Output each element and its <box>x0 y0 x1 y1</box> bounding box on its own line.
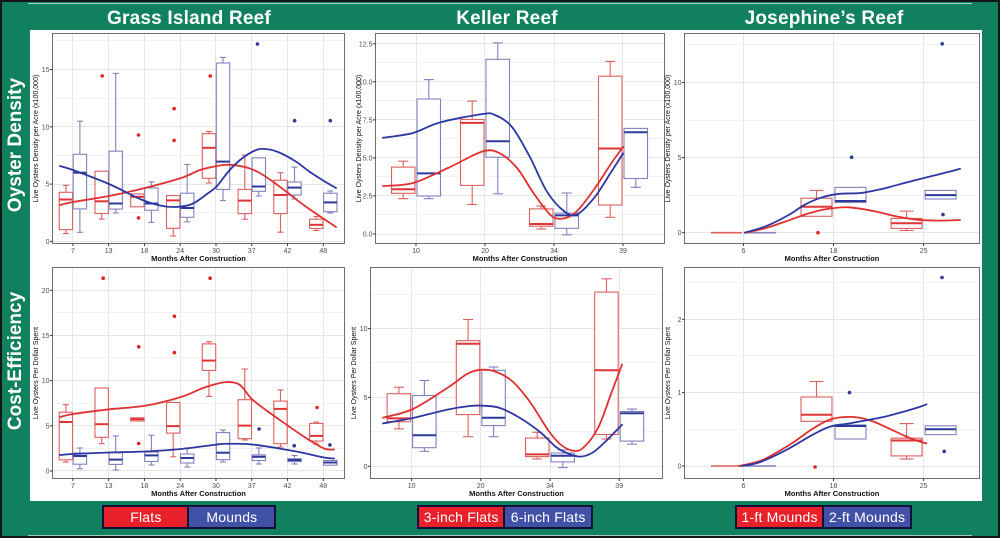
svg-text:18: 18 <box>830 483 838 490</box>
svg-text:15: 15 <box>42 333 50 340</box>
svg-text:25: 25 <box>920 483 928 490</box>
svg-text:0: 0 <box>46 469 50 476</box>
svg-text:Months After Construction: Months After Construction <box>785 489 880 498</box>
svg-text:6: 6 <box>741 248 745 255</box>
svg-text:Live Oysters Density per Acre: Live Oysters Density per Acre (x100,000) <box>33 75 40 203</box>
svg-text:5: 5 <box>678 155 682 162</box>
svg-text:Months After Construction: Months After Construction <box>473 254 568 263</box>
svg-text:20: 20 <box>477 483 485 490</box>
svg-text:6: 6 <box>741 483 745 490</box>
svg-text:34: 34 <box>550 248 558 255</box>
svg-text:34: 34 <box>546 483 554 490</box>
svg-text:39: 39 <box>619 248 627 255</box>
svg-text:Live Oysters Per Dollar Spent: Live Oysters Per Dollar Spent <box>33 327 40 419</box>
svg-text:10: 10 <box>412 248 420 255</box>
svg-text:Live Oysters Density per Acre: Live Oysters Density per Acre (x100,000) <box>665 75 672 203</box>
svg-text:10.0: 10.0 <box>359 79 373 86</box>
svg-text:7: 7 <box>71 248 75 255</box>
svg-text:24: 24 <box>176 483 184 490</box>
svg-text:37: 37 <box>248 248 256 255</box>
svg-text:48: 48 <box>319 483 327 490</box>
svg-text:42: 42 <box>284 248 292 255</box>
svg-text:18: 18 <box>141 483 149 490</box>
svg-text:18: 18 <box>141 248 149 255</box>
svg-text:10: 10 <box>360 326 368 333</box>
svg-text:2: 2 <box>678 317 682 324</box>
svg-text:30: 30 <box>212 248 220 255</box>
svg-text:Live Oysters Per Dollar Spent: Live Oysters Per Dollar Spent <box>351 327 358 419</box>
svg-text:5: 5 <box>46 182 50 189</box>
svg-text:7.5: 7.5 <box>363 117 373 124</box>
svg-text:24: 24 <box>176 248 184 255</box>
svg-text:Months After Construction: Months After Construction <box>151 254 246 263</box>
svg-text:13: 13 <box>105 483 113 490</box>
svg-text:25: 25 <box>920 248 928 255</box>
svg-text:13: 13 <box>105 248 113 255</box>
svg-text:20: 20 <box>481 248 489 255</box>
svg-text:Months After Construction: Months After Construction <box>469 489 564 498</box>
svg-text:42: 42 <box>284 483 292 490</box>
svg-text:10: 10 <box>408 483 416 490</box>
svg-text:15: 15 <box>42 67 50 74</box>
svg-text:Live Oysters Per Dollar Spent: Live Oysters Per Dollar Spent <box>665 327 672 419</box>
svg-text:0: 0 <box>46 239 50 246</box>
svg-text:20: 20 <box>42 288 50 295</box>
svg-text:39: 39 <box>615 483 623 490</box>
svg-text:30: 30 <box>212 483 220 490</box>
svg-text:1: 1 <box>678 390 682 397</box>
svg-text:18: 18 <box>830 248 838 255</box>
svg-text:5.0: 5.0 <box>363 155 373 162</box>
svg-text:0.0: 0.0 <box>363 232 373 239</box>
svg-text:0: 0 <box>364 464 368 471</box>
svg-text:Months After Construction: Months After Construction <box>785 254 880 263</box>
svg-text:10: 10 <box>674 80 682 87</box>
svg-text:10: 10 <box>42 124 50 131</box>
svg-text:5: 5 <box>364 395 368 402</box>
svg-text:2.5: 2.5 <box>363 193 373 200</box>
svg-text:10: 10 <box>42 378 50 385</box>
svg-text:37: 37 <box>248 483 256 490</box>
svg-text:0: 0 <box>678 230 682 237</box>
svg-text:7: 7 <box>71 483 75 490</box>
svg-text:48: 48 <box>319 248 327 255</box>
svg-text:12.5: 12.5 <box>359 41 373 48</box>
svg-text:Months After Construction: Months After Construction <box>151 489 246 498</box>
svg-text:0: 0 <box>678 464 682 471</box>
svg-text:5: 5 <box>46 423 50 430</box>
svg-text:Live Oysters Density per Acre: Live Oysters Density per Acre (x100,000) <box>356 75 363 203</box>
